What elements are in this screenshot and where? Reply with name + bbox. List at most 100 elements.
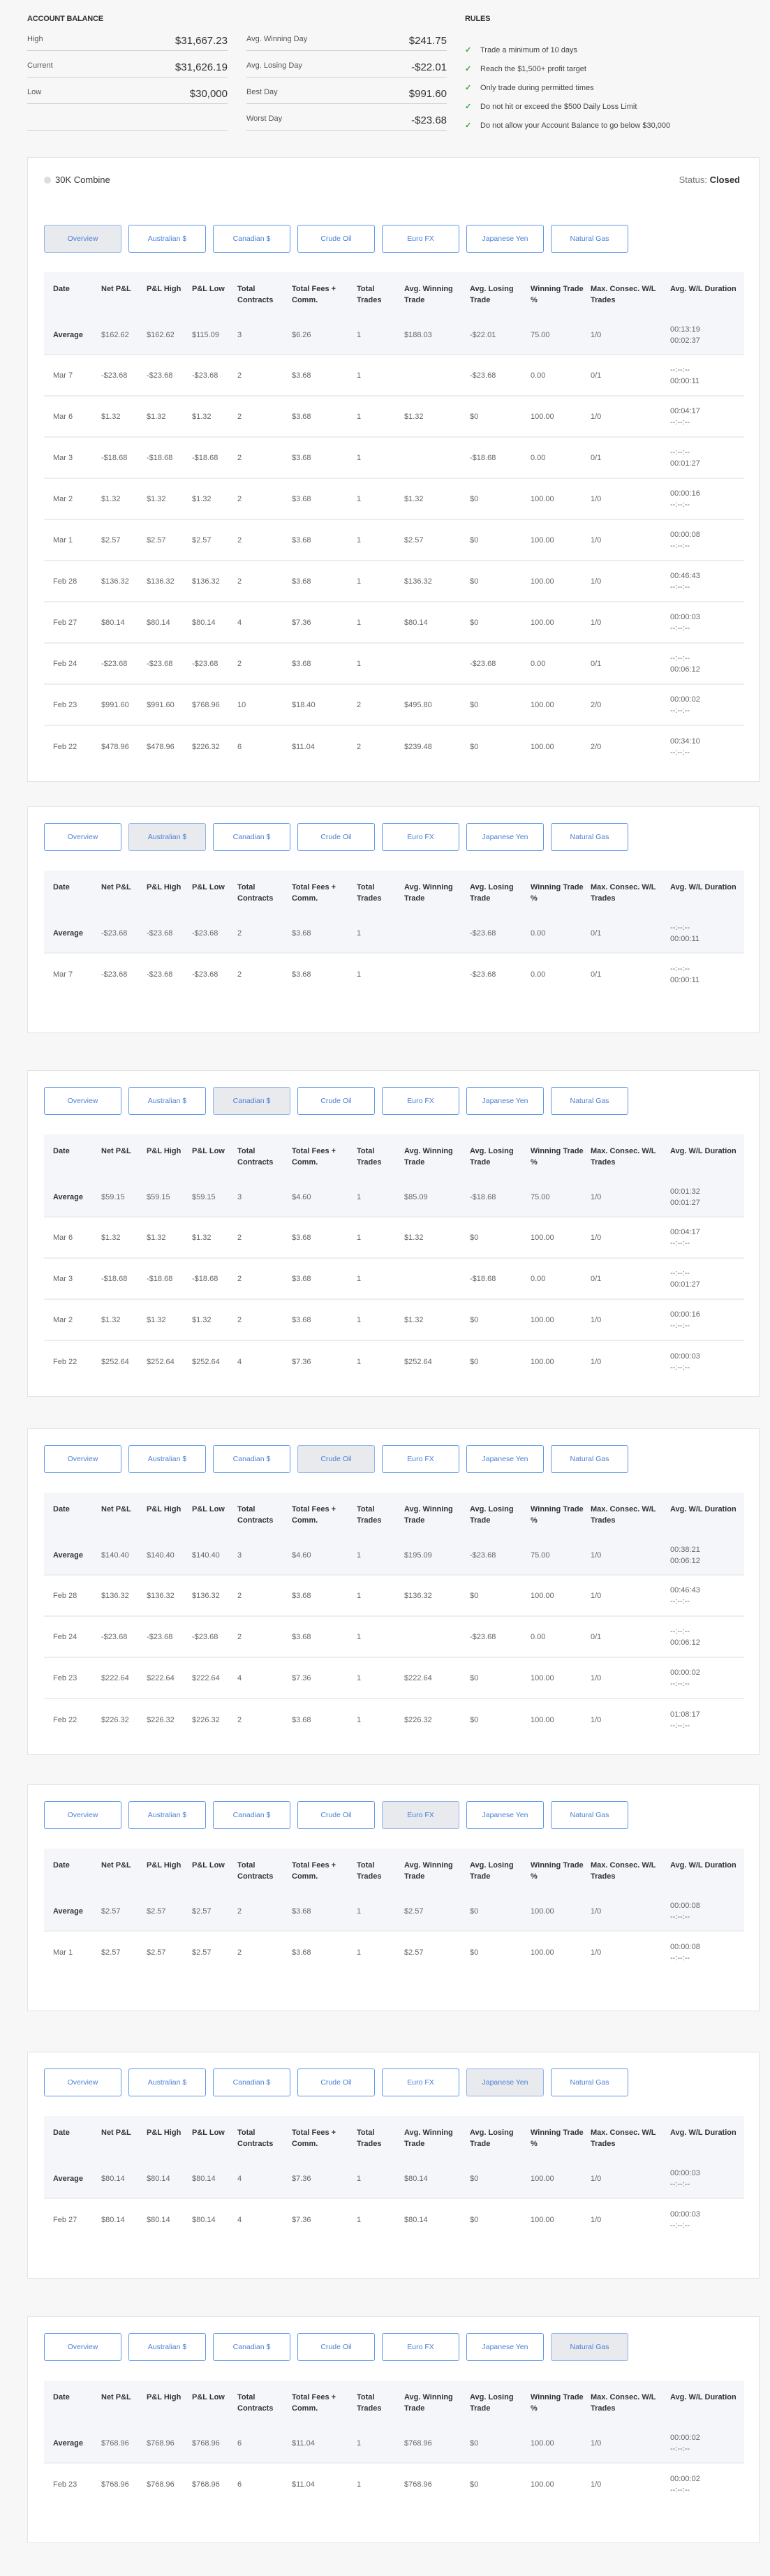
tab-crude-oil[interactable]: Crude Oil xyxy=(297,1087,375,1115)
tab-euro-fx[interactable]: Euro FX xyxy=(382,2068,459,2096)
table-cell: 100.00 xyxy=(531,577,554,586)
date-cell: Feb 23 xyxy=(53,700,77,709)
tab-australian[interactable]: Australian $ xyxy=(128,1445,206,1473)
table-cell: $3.68 xyxy=(292,1907,311,1916)
tab-japanese-yen[interactable]: Japanese Yen xyxy=(466,2333,544,2361)
table-cell: 1 xyxy=(357,928,362,938)
win-duration: 00:04:17 xyxy=(670,1227,700,1236)
table-cell: 0.00 xyxy=(531,928,546,938)
tab-australian[interactable]: Australian $ xyxy=(128,1801,206,1829)
tab-japanese-yen[interactable]: Japanese Yen xyxy=(466,2068,544,2096)
instrument-card: Overview Australian $ Canadian $ Crude Oil E… xyxy=(27,1070,760,1397)
duration-cell: --:--:-- 00:00:11 xyxy=(670,364,744,387)
tab-canadian[interactable]: Canadian $ xyxy=(213,1445,290,1473)
tab-japanese-yen[interactable]: Japanese Yen xyxy=(466,1445,544,1473)
tab-australian[interactable]: Australian $ xyxy=(128,225,206,253)
table-cell: 1/0 xyxy=(591,1907,602,1916)
tab-natural-gas[interactable]: Natural Gas xyxy=(551,1445,628,1473)
table-cell: $2.57 xyxy=(101,1907,121,1916)
table-cell: -$18.68 xyxy=(470,1192,496,1201)
table-cell: $136.32 xyxy=(192,577,220,586)
tab-canadian[interactable]: Canadian $ xyxy=(213,823,290,851)
table-cell: 0.00 xyxy=(531,1274,546,1283)
tab-canadian[interactable]: Canadian $ xyxy=(213,1801,290,1829)
column-header: Total Contracts xyxy=(237,1505,274,1525)
table-cell: $495.80 xyxy=(404,700,432,709)
column-header: P&L High xyxy=(147,1147,182,1155)
column-header: Total Contracts xyxy=(237,2393,274,2413)
stat-row: Avg. Winning Day $241.75 xyxy=(246,24,447,51)
table-cell: $162.62 xyxy=(147,330,175,339)
table-cell: $85.09 xyxy=(404,1192,428,1201)
tab-crude-oil[interactable]: Crude Oil xyxy=(297,225,375,253)
table-cell: 1 xyxy=(357,1673,362,1682)
tab-euro-fx[interactable]: Euro FX xyxy=(382,1801,459,1829)
tab-japanese-yen[interactable]: Japanese Yen xyxy=(466,1801,544,1829)
tab-natural-gas[interactable]: Natural Gas xyxy=(551,823,628,851)
table-cell: $3.68 xyxy=(292,1315,311,1324)
tab-natural-gas[interactable]: Natural Gas xyxy=(551,2068,628,2096)
table-cell: -$23.68 xyxy=(192,928,219,938)
tab-crude-oil[interactable]: Crude Oil xyxy=(297,1801,375,1829)
tab-crude-oil[interactable]: Crude Oil xyxy=(297,2068,375,2096)
stat-label: Current xyxy=(27,61,53,70)
tab-overview[interactable]: Overview xyxy=(44,1801,121,1829)
stat-row: Low $30,000 xyxy=(27,77,228,104)
column-header: Total Trades xyxy=(357,1147,382,1167)
tab-natural-gas[interactable]: Natural Gas xyxy=(551,1801,628,1829)
table-cell: 0.00 xyxy=(531,371,546,380)
column-header: P&L Low xyxy=(192,2129,225,2137)
tab-overview[interactable]: Overview xyxy=(44,1087,121,1115)
tab-overview[interactable]: Overview xyxy=(44,2333,121,2361)
tab-euro-fx[interactable]: Euro FX xyxy=(382,823,459,851)
tab-overview[interactable]: Overview xyxy=(44,2068,121,2096)
tab-canadian[interactable]: Canadian $ xyxy=(213,225,290,253)
tab-australian[interactable]: Australian $ xyxy=(128,2333,206,2361)
table-cell: $59.15 xyxy=(192,1192,216,1201)
instrument-tabs: Overview Australian $ Canadian $ Crude Oil E… xyxy=(44,225,743,253)
table-cell: $0 xyxy=(470,1907,479,1916)
duration-cell: --:--:-- 00:01:27 xyxy=(670,447,744,469)
tab-canadian[interactable]: Canadian $ xyxy=(213,1087,290,1115)
status-text: Status: Closed xyxy=(679,175,743,185)
win-duration: 00:00:03 xyxy=(670,2168,700,2177)
column-header: Net P&L xyxy=(101,285,131,293)
date-cell: Feb 23 xyxy=(53,2480,77,2489)
date-cell: Feb 28 xyxy=(53,1591,77,1600)
table-cell: $2.57 xyxy=(404,1948,424,1957)
stat-value: $991.60 xyxy=(408,88,447,100)
tab-overview[interactable]: Overview xyxy=(44,1445,121,1473)
tab-japanese-yen[interactable]: Japanese Yen xyxy=(466,225,544,253)
tab-crude-oil[interactable]: Crude Oil xyxy=(297,823,375,851)
table-cell: 4 xyxy=(237,2174,242,2183)
tab-crude-oil[interactable]: Crude Oil xyxy=(297,2333,375,2361)
tab-euro-fx[interactable]: Euro FX xyxy=(382,1445,459,1473)
table-cell: -$23.68 xyxy=(101,1632,128,1641)
tab-japanese-yen[interactable]: Japanese Yen xyxy=(466,1087,544,1115)
tab-natural-gas[interactable]: Natural Gas xyxy=(551,225,628,253)
tab-australian[interactable]: Australian $ xyxy=(128,2068,206,2096)
tab-euro-fx[interactable]: Euro FX xyxy=(382,2333,459,2361)
table-cell: $3.68 xyxy=(292,1591,311,1600)
tab-overview[interactable]: Overview xyxy=(44,823,121,851)
tab-australian[interactable]: Australian $ xyxy=(128,823,206,851)
tab-natural-gas[interactable]: Natural Gas xyxy=(551,2333,628,2361)
loss-duration: --:--:-- xyxy=(670,1912,690,1921)
column-header: Max. Consec. W/L Trades xyxy=(591,1505,656,1525)
stat-row: High $31,667.23 xyxy=(27,24,228,51)
tab-natural-gas[interactable]: Natural Gas xyxy=(551,1087,628,1115)
table-cell: $1.32 xyxy=(192,412,212,421)
tab-euro-fx[interactable]: Euro FX xyxy=(382,225,459,253)
tab-canadian[interactable]: Canadian $ xyxy=(213,2068,290,2096)
table-cell: -$23.68 xyxy=(192,659,219,668)
table-cell: $1.32 xyxy=(404,412,424,421)
tab-euro-fx[interactable]: Euro FX xyxy=(382,1087,459,1115)
tab-overview[interactable]: Overview xyxy=(44,225,121,253)
column-header: Net P&L xyxy=(101,883,131,891)
table-cell: 1 xyxy=(357,1632,362,1641)
instrument-tabs: Overview Australian $ Canadian $ Crude Oil E… xyxy=(44,2068,743,2096)
tab-japanese-yen[interactable]: Japanese Yen xyxy=(466,823,544,851)
tab-australian[interactable]: Australian $ xyxy=(128,1087,206,1115)
tab-canadian[interactable]: Canadian $ xyxy=(213,2333,290,2361)
tab-crude-oil[interactable]: Crude Oil xyxy=(297,1445,375,1473)
